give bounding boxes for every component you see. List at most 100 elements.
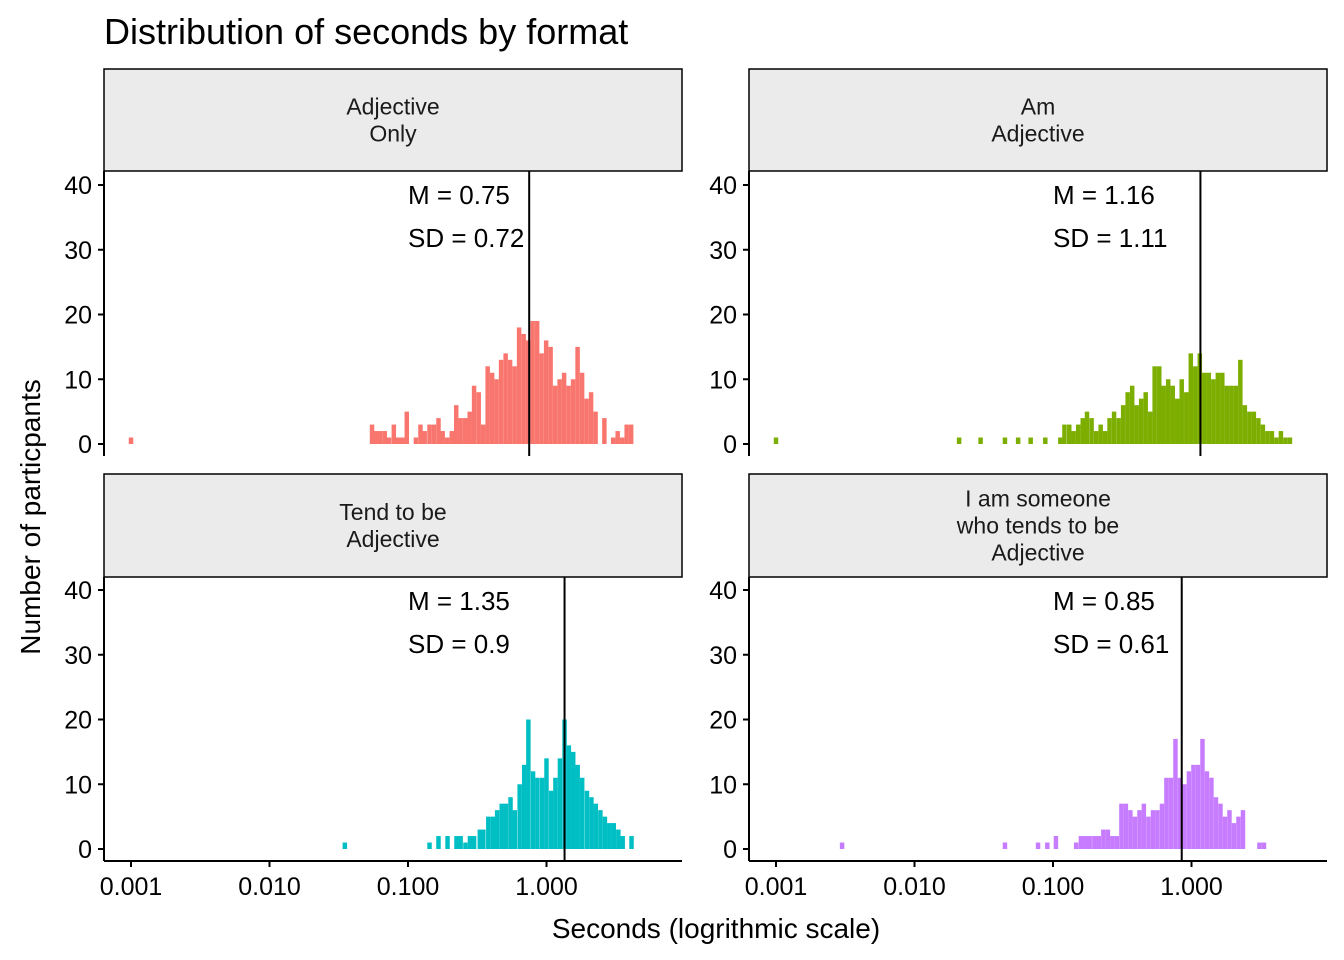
x-tick-label: 1.000 xyxy=(1160,873,1223,901)
histogram-bar xyxy=(445,836,450,849)
histogram-bar xyxy=(1089,418,1094,444)
x-tick-label: 0.100 xyxy=(377,873,440,901)
histogram-bar xyxy=(431,424,437,444)
histogram-bar xyxy=(1084,411,1090,445)
histogram-bar xyxy=(463,418,468,444)
histogram-bar xyxy=(539,353,544,444)
x-tick-label: 0.010 xyxy=(883,873,946,901)
histogram-bar xyxy=(400,437,405,444)
histogram-bar xyxy=(476,392,481,444)
histogram-bar xyxy=(436,418,441,444)
histogram-bar xyxy=(1257,842,1262,849)
histogram-bar xyxy=(449,431,454,444)
histogram-bar xyxy=(422,431,427,444)
y-tick-label: 10 xyxy=(709,771,737,799)
histogram-bar xyxy=(571,751,576,850)
histogram-bar xyxy=(418,424,423,444)
histogram-bar xyxy=(1224,385,1230,444)
histogram-bar xyxy=(507,359,513,444)
histogram-bar xyxy=(1015,437,1021,444)
histogram-bar xyxy=(1155,810,1160,849)
histogram-bar xyxy=(128,437,134,444)
histogram-bar xyxy=(593,411,598,445)
histogram-bar xyxy=(1173,738,1178,849)
sd-annotation: SD = 0.61 xyxy=(1053,629,1169,659)
histogram-bar xyxy=(516,327,522,444)
histogram-bar xyxy=(1170,385,1175,444)
histogram-bar xyxy=(386,437,392,444)
histogram-bar xyxy=(1101,829,1106,849)
histogram-bar xyxy=(616,829,621,849)
histogram-bar xyxy=(956,437,962,444)
histogram-bar xyxy=(1165,379,1171,444)
y-tick-label: 0 xyxy=(723,431,737,459)
histogram-bar xyxy=(1269,431,1275,444)
sd-annotation: SD = 1.11 xyxy=(1053,223,1167,253)
histogram-bar xyxy=(503,803,509,849)
histogram-bar xyxy=(1053,836,1059,849)
histogram-bar xyxy=(427,424,432,444)
histogram-bar xyxy=(539,777,545,849)
histogram-bar xyxy=(1134,405,1139,444)
histogram-bar xyxy=(584,790,590,849)
histogram-bar xyxy=(1218,803,1223,849)
histogram-bar xyxy=(1182,784,1187,849)
y-axis-title: Number of particpants xyxy=(15,379,46,654)
histogram-bar xyxy=(1222,816,1228,850)
histogram-bar xyxy=(1105,829,1111,849)
histogram-bar xyxy=(445,437,450,444)
x-tick-label: 0.010 xyxy=(238,873,301,901)
histogram-bar xyxy=(1238,359,1243,444)
histogram-bar xyxy=(1251,411,1257,445)
histogram-bar xyxy=(395,437,401,444)
histogram-bar xyxy=(584,398,589,444)
histogram-bar xyxy=(557,379,562,444)
y-tick-label: 40 xyxy=(709,577,737,605)
y-tick-label: 10 xyxy=(64,366,92,394)
x-tick-label: 1.000 xyxy=(515,873,578,901)
y-tick-label: 40 xyxy=(64,577,92,605)
histogram-bar xyxy=(624,424,629,444)
histogram-bar xyxy=(1274,437,1279,444)
histogram-bar xyxy=(377,431,383,444)
histogram-bar xyxy=(1075,424,1081,444)
histogram-bar xyxy=(598,810,603,849)
histogram-bar xyxy=(1287,437,1293,444)
histogram-bar xyxy=(1177,777,1183,849)
mean-annotation: M = 0.85 xyxy=(1053,586,1155,616)
histogram-bar xyxy=(628,424,634,444)
histogram-bar xyxy=(629,836,634,849)
histogram-bar xyxy=(480,424,486,444)
histogram-bar xyxy=(1247,411,1252,445)
histogram-bar xyxy=(1125,392,1130,444)
histogram-bar xyxy=(391,424,397,444)
y-tick-label: 0 xyxy=(78,431,92,459)
y-tick-label: 40 xyxy=(64,172,92,200)
histogram-bar xyxy=(1195,764,1201,849)
histogram-bar xyxy=(570,379,576,444)
histogram-bar xyxy=(489,372,495,444)
histogram-bar xyxy=(593,803,599,849)
y-tick-label: 0 xyxy=(78,836,92,864)
histogram-bar xyxy=(1150,810,1156,849)
histogram-bar xyxy=(517,784,522,849)
histogram-bar xyxy=(1071,431,1076,444)
histogram-bar xyxy=(467,836,473,849)
histogram-bar xyxy=(548,346,553,445)
histogram-bar xyxy=(463,842,468,849)
y-tick-label: 20 xyxy=(64,707,92,735)
histogram-bar xyxy=(1087,836,1092,849)
histogram-bar xyxy=(413,437,419,444)
histogram-bar xyxy=(530,320,535,444)
histogram-bar xyxy=(566,745,572,849)
histogram-bar xyxy=(1159,803,1165,849)
histogram-bar xyxy=(1227,810,1232,849)
histogram-bar xyxy=(579,777,585,849)
histogram-bar xyxy=(530,771,536,849)
histogram-bar xyxy=(1220,372,1225,444)
histogram-bar xyxy=(619,437,625,444)
y-tick-label: 20 xyxy=(709,302,737,330)
